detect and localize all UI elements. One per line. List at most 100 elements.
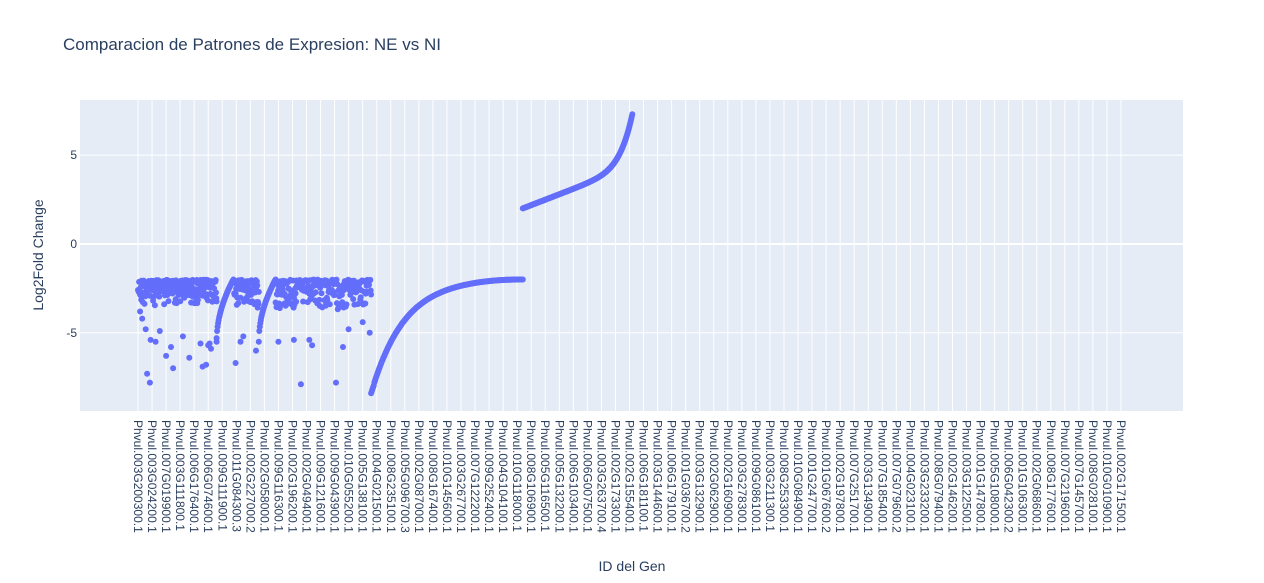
data-point [214, 328, 221, 334]
data-points [135, 111, 636, 397]
x-tick-label: Phvul.008G167400.1 [426, 420, 440, 533]
x-tick-label: Phvul.002G160900.1 [721, 420, 735, 533]
data-point [141, 300, 148, 307]
data-point [343, 301, 350, 308]
x-tick-label: Phvul.003G111800.1 [173, 420, 187, 531]
data-point [197, 340, 204, 347]
data-point [318, 290, 325, 297]
data-point [366, 281, 372, 288]
data-point [290, 336, 297, 343]
data-point [156, 293, 163, 300]
x-tick-label: Phvul.002G196200.1 [285, 420, 299, 533]
y-tick-label: -5 [66, 326, 77, 340]
data-point [292, 290, 299, 297]
data-point [326, 301, 333, 308]
data-point [146, 379, 153, 386]
x-tick-label: Phvul.010G118000.1 [510, 420, 524, 532]
data-point [345, 326, 352, 333]
x-tick-label: Phvul.005G096700.3 [398, 420, 412, 533]
data-point [354, 301, 361, 308]
x-tick-label: Phvul.006G007500.1 [580, 420, 594, 533]
y-gridlines [80, 154, 1183, 334]
data-point [362, 300, 369, 307]
x-tick-label: Phvul.003G024200.1 [145, 420, 159, 533]
chart-title: Comparacion de Patrones de Expresion: NE… [63, 35, 441, 54]
x-tick-label: Phvul.003G200300.1 [131, 420, 145, 533]
data-point [340, 344, 346, 350]
y-tick-label: 0 [70, 237, 77, 251]
x-tick-label: Phvul.002G058000.1 [257, 420, 271, 533]
x-tick-label: Phvul.008G028100.1 [1086, 420, 1100, 533]
data-point [316, 296, 323, 303]
x-tick-label: Phvul.002G173300.1 [608, 420, 622, 533]
x-tick-label: Phvul.003G122500.1 [960, 420, 974, 533]
x-tick-label: Phvul.001G247700.1 [805, 420, 819, 533]
x-tick-label: Phvul.005G132200.1 [552, 420, 566, 533]
x-tick-label: Phvul.007G185400.1 [875, 420, 889, 533]
x-tick-label: Phvul.002G049400.1 [300, 420, 314, 533]
x-tick-label: Phvul.008G253300.1 [777, 420, 791, 533]
x-tick-label: Phvul.011G084300.3 [229, 420, 243, 532]
x-tick-label: Phvul.003G267700.1 [454, 420, 468, 533]
x-tick-label: Phvul.010G084900.1 [791, 420, 805, 533]
x-tick-label: Phvul.003G144600.1 [651, 420, 665, 533]
data-point [253, 347, 259, 354]
x-tick-label: Phvul.003G263700.4 [594, 420, 608, 533]
data-point [165, 298, 172, 305]
data-point [333, 276, 340, 283]
data-point [297, 381, 304, 388]
x-tick-label: Phvul.004G023100.1 [903, 420, 917, 533]
data-point [366, 329, 373, 336]
data-point [255, 288, 262, 295]
data-point [237, 294, 244, 301]
data-point [163, 352, 170, 359]
x-tick-label: Phvul.007G219600.1 [1058, 420, 1072, 533]
data-point [357, 294, 364, 301]
x-tick-label: Phvul.001G106300.1 [1016, 420, 1030, 533]
y-tick-label: 5 [70, 148, 77, 162]
y-tick-labels: 5 0 -5 [66, 148, 77, 340]
data-point [367, 276, 374, 283]
x-tick-label: Phvul.010G055200.1 [342, 420, 356, 533]
data-point [235, 300, 242, 307]
x-tick-label: Phvul.007G079600.2 [889, 420, 903, 533]
data-point [177, 298, 184, 305]
x-tick-label: Phvul.001G036700.2 [679, 420, 693, 533]
data-point [170, 365, 177, 372]
x-tick-label: Phvul.007G019900.1 [159, 420, 173, 533]
data-point [350, 296, 357, 303]
data-point [194, 296, 201, 303]
plot-area [80, 100, 1183, 411]
data-point [255, 301, 262, 308]
x-tick-label: Phvul.002G062900.1 [707, 420, 721, 533]
data-point [312, 289, 319, 296]
data-point [293, 298, 300, 305]
x-tick-labels: Phvul.003G200300.1 Phvul.003G024200.1 Phvu… [131, 420, 1128, 533]
data-point [144, 370, 151, 377]
x-tick-label: Phvul.006G176400.1 [187, 420, 201, 533]
x-tick-label: Phvul.003G132900.1 [693, 420, 707, 533]
x-tick-label: Phvul.009G121600.1 [314, 420, 328, 533]
x-tick-label: Phvul.009G116300.1 [271, 420, 285, 532]
data-point [300, 298, 307, 305]
data-point [213, 289, 219, 296]
x-tick-label: Phvul.005G116500.1 [538, 420, 552, 532]
y-axis-title: Log2Fold Change [30, 199, 46, 311]
x-tick-label: Phvul.009G043900.1 [328, 420, 342, 533]
x-tick-label: Phvul.002G146200.1 [945, 420, 959, 533]
data-point [232, 360, 239, 366]
x-tick-label: Phvul.008G079400.1 [931, 420, 945, 533]
data-point [151, 293, 158, 300]
x-tick-label: Phvul.007G122200.1 [468, 420, 482, 533]
x-tick-label: Phvul.008G235100.1 [384, 420, 398, 533]
x-tick-label: Phvul.004G104100.1 [496, 420, 510, 533]
x-gridlines [137, 100, 1122, 411]
data-point [161, 301, 168, 308]
data-point [213, 338, 220, 345]
x-tick-label: Phvul.009G111900.1 [215, 420, 229, 531]
x-tick-label: Phvul.002G171500.1 [1114, 420, 1128, 533]
x-axis-title: ID del Gen [599, 558, 666, 574]
data-point [186, 354, 193, 361]
data-point [240, 333, 247, 340]
